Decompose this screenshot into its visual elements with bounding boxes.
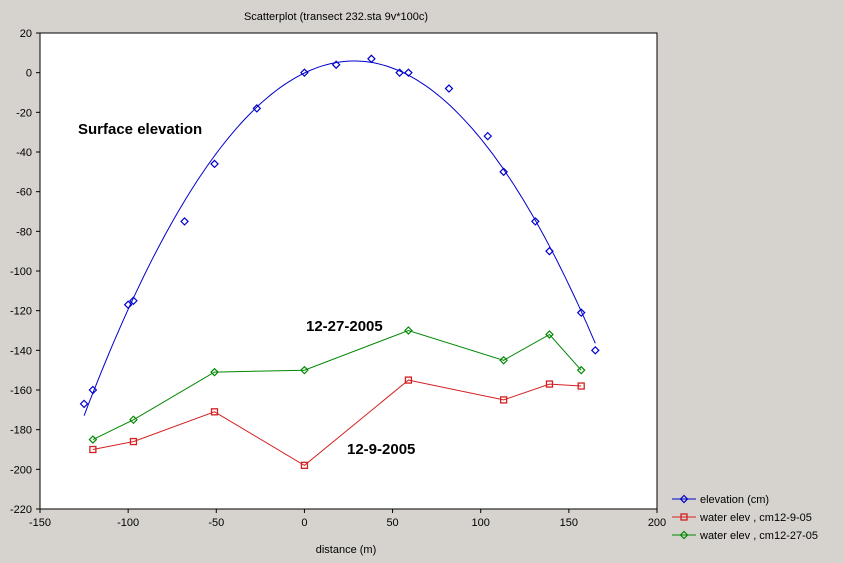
data-point [89, 445, 97, 454]
series-line [92, 379, 582, 467]
x-tick-label: 0 [301, 517, 307, 529]
legend-marker [680, 513, 688, 521]
data-point [367, 54, 376, 64]
data-point [577, 382, 585, 390]
annotation-12-27-2005: 12-27-2005 [306, 318, 383, 335]
data-point [300, 68, 309, 78]
data-point [404, 376, 413, 384]
y-tick-label: -180 [10, 425, 32, 437]
data-point [210, 159, 219, 169]
data-point [79, 399, 89, 409]
data-point [499, 355, 508, 365]
series-0 [79, 54, 600, 416]
y-tick-label: -60 [16, 187, 32, 199]
data-point [129, 415, 138, 425]
series-line [92, 329, 582, 441]
y-tick-label: -100 [10, 266, 32, 278]
data-point [499, 167, 508, 177]
chart-title: Scatterplot (transect 232.sta 9v*100c) [244, 11, 428, 23]
data-point [129, 296, 138, 306]
y-tick-label: -220 [10, 504, 32, 516]
x-tick-label: 50 [386, 517, 398, 529]
data-point [331, 60, 341, 70]
legend-marker [679, 530, 689, 540]
data-point [590, 345, 600, 355]
data-point [88, 435, 98, 444]
data-point [123, 300, 133, 310]
series-2 [88, 326, 586, 444]
series-layer [79, 54, 600, 470]
legend-label: water elev , cm12-9-05 [699, 512, 812, 524]
y-tick-label: -200 [10, 464, 32, 476]
data-point [545, 246, 554, 256]
data-point [499, 396, 508, 404]
legend-label: elevation (cm) [700, 494, 769, 506]
data-point [404, 68, 413, 78]
y-tick-label: -120 [10, 306, 32, 318]
data-point [531, 217, 540, 226]
annotation-surface-elevation: Surface elevation [78, 121, 202, 138]
data-point [180, 217, 189, 226]
x-axis: -150 -100 -50 0 50 100 150 200 [29, 509, 666, 529]
x-axis-label: distance (m) [316, 544, 377, 556]
y-tick-label: -140 [10, 345, 32, 357]
data-point [576, 365, 586, 375]
data-point [444, 84, 454, 93]
data-point [483, 131, 493, 141]
x-tick-label: 200 [648, 517, 666, 529]
data-point [210, 408, 219, 416]
x-tick-label: -150 [29, 517, 51, 529]
data-point [395, 68, 404, 78]
data-point [300, 365, 309, 375]
y-tick-label: -40 [16, 147, 32, 159]
y-tick-label: -80 [16, 226, 32, 238]
data-point [404, 326, 413, 335]
series-1 [89, 376, 585, 470]
x-tick-label: -100 [117, 517, 139, 529]
y-tick-label: -20 [16, 107, 32, 119]
annotation-12-9-2005: 12-9-2005 [347, 441, 415, 458]
y-tick-label: 20 [20, 28, 32, 40]
y-axis: 20 0 -20 -40 -60 -80 -100 -120 -140 -160 -180 -200 -… [10, 28, 40, 516]
plot-area [39, 32, 658, 510]
data-point [129, 437, 138, 446]
data-point [545, 380, 554, 388]
data-point [252, 104, 262, 113]
data-point [545, 330, 554, 339]
legend-label: water elev , cm12-27-05 [699, 530, 818, 542]
legend-marker [679, 494, 689, 504]
y-tick-label: 0 [26, 68, 32, 80]
x-tick-label: 150 [560, 517, 578, 529]
x-tick-label: -50 [208, 517, 224, 529]
data-point [88, 385, 98, 395]
fit-curve [83, 60, 596, 416]
data-point [210, 367, 219, 377]
data-point [300, 461, 309, 470]
data-point [576, 308, 586, 317]
x-tick-label: 100 [472, 517, 490, 529]
legend: elevation (cm) water elev , cm12-9-05 wate… [672, 494, 818, 542]
y-tick-label: -160 [10, 385, 32, 397]
